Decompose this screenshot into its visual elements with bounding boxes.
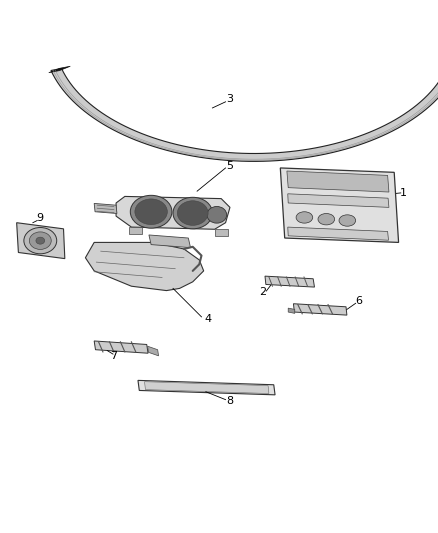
Text: 4: 4 bbox=[205, 314, 212, 324]
Ellipse shape bbox=[339, 215, 356, 226]
Text: 2: 2 bbox=[259, 287, 266, 297]
Polygon shape bbox=[17, 223, 65, 259]
Ellipse shape bbox=[318, 214, 335, 225]
Polygon shape bbox=[149, 235, 191, 248]
Text: 7: 7 bbox=[110, 351, 117, 361]
Polygon shape bbox=[138, 381, 275, 395]
Ellipse shape bbox=[29, 232, 51, 249]
Ellipse shape bbox=[177, 201, 208, 225]
Polygon shape bbox=[51, 62, 438, 161]
Polygon shape bbox=[129, 227, 142, 233]
Ellipse shape bbox=[130, 195, 172, 228]
Text: 3: 3 bbox=[226, 94, 233, 104]
Ellipse shape bbox=[135, 199, 167, 224]
Polygon shape bbox=[94, 341, 148, 353]
Polygon shape bbox=[145, 382, 269, 393]
Text: 6: 6 bbox=[356, 296, 363, 305]
Text: 8: 8 bbox=[226, 397, 233, 406]
Polygon shape bbox=[49, 66, 71, 72]
Polygon shape bbox=[116, 197, 230, 229]
Polygon shape bbox=[148, 346, 159, 356]
Text: 1: 1 bbox=[399, 188, 406, 198]
Polygon shape bbox=[265, 276, 314, 287]
Polygon shape bbox=[287, 171, 389, 192]
Ellipse shape bbox=[207, 206, 227, 223]
Text: 5: 5 bbox=[226, 161, 233, 171]
Text: 9: 9 bbox=[37, 213, 44, 223]
Polygon shape bbox=[280, 168, 399, 243]
Polygon shape bbox=[293, 304, 347, 315]
Polygon shape bbox=[288, 194, 389, 207]
Ellipse shape bbox=[24, 228, 57, 254]
Polygon shape bbox=[215, 229, 228, 236]
Polygon shape bbox=[94, 204, 117, 214]
Ellipse shape bbox=[36, 237, 45, 244]
Ellipse shape bbox=[296, 212, 313, 223]
Polygon shape bbox=[288, 227, 389, 240]
Ellipse shape bbox=[173, 197, 212, 229]
Polygon shape bbox=[85, 243, 204, 290]
Polygon shape bbox=[288, 308, 295, 313]
